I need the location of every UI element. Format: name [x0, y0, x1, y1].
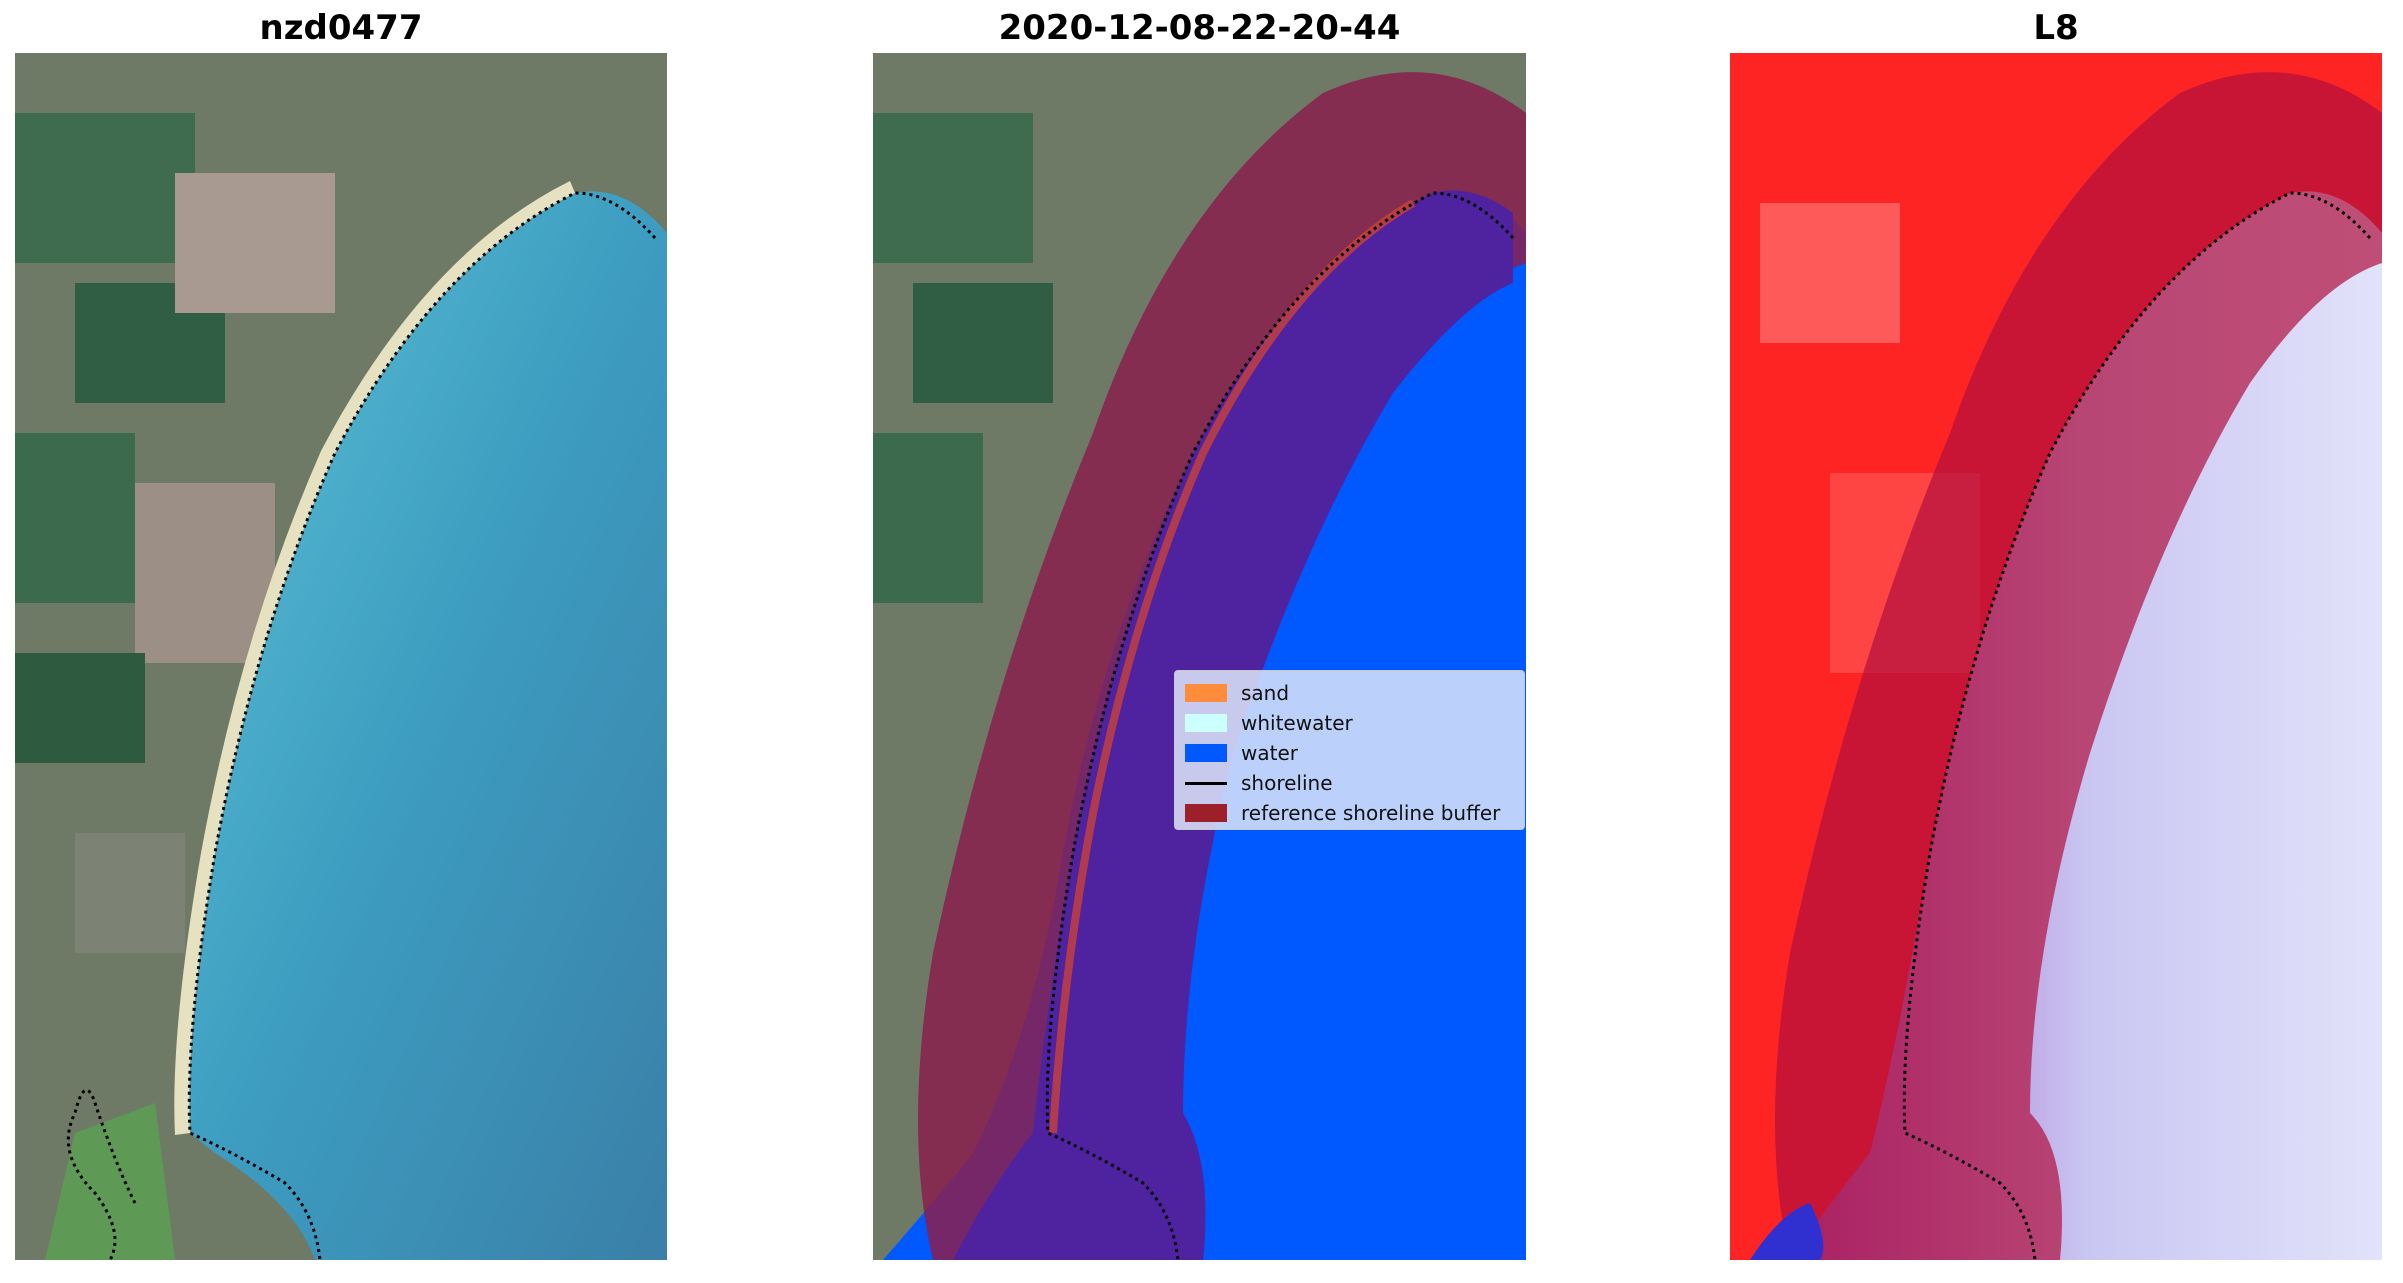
classified-image — [873, 53, 1526, 1260]
legend-swatch-whitewater — [1185, 714, 1227, 732]
field-patch — [135, 483, 275, 663]
legend-label: shoreline — [1241, 771, 1333, 795]
legend-swatch-sand — [1185, 684, 1227, 702]
legend-label: sand — [1241, 681, 1290, 705]
field-patch — [15, 653, 145, 763]
shoreline — [1045, 191, 1515, 1260]
field-patch — [873, 113, 1033, 263]
shoreline — [1902, 191, 2372, 1260]
legend-item-shoreline: shoreline — [1185, 768, 1514, 798]
sand-class — [1049, 199, 1416, 1134]
sea-area — [189, 191, 667, 1260]
legend-item-water: water — [1185, 738, 1514, 768]
land-index-patch — [1760, 203, 1900, 343]
legend-label: water — [1241, 741, 1298, 765]
field-patch — [75, 833, 185, 953]
field-patch — [15, 113, 195, 263]
beach-strip — [174, 181, 576, 1135]
shoreline — [187, 191, 657, 1260]
legend-label: whitewater — [1241, 711, 1353, 735]
legend: sand whitewater water shoreline referenc… — [1174, 670, 1525, 830]
panel-title-satellite: nzd0477 — [259, 8, 423, 48]
field-patch — [873, 433, 983, 603]
panel-title-index: L8 — [2033, 8, 2079, 48]
legend-item-reference-buffer: reference shoreline buffer — [1185, 798, 1514, 828]
legend-swatch-reference-buffer — [1185, 804, 1227, 822]
field-patch — [15, 433, 135, 603]
legend-label: reference shoreline buffer — [1241, 801, 1501, 825]
legend-item-sand: sand — [1185, 678, 1514, 708]
legend-item-whitewater: whitewater — [1185, 708, 1514, 738]
green-paddock — [45, 1103, 175, 1260]
legend-swatch-shoreline — [1185, 781, 1227, 785]
reference-shoreline-buffer — [1775, 72, 2382, 1260]
blue-artifact — [1750, 1203, 1824, 1260]
index-image — [1730, 53, 2382, 1260]
panel-title-classified: 2020-12-08-22-20-44 — [998, 8, 1401, 48]
legend-swatch-water — [1185, 744, 1227, 762]
field-patch — [913, 283, 1053, 403]
satellite-image — [15, 53, 667, 1260]
field-patch — [175, 173, 335, 313]
